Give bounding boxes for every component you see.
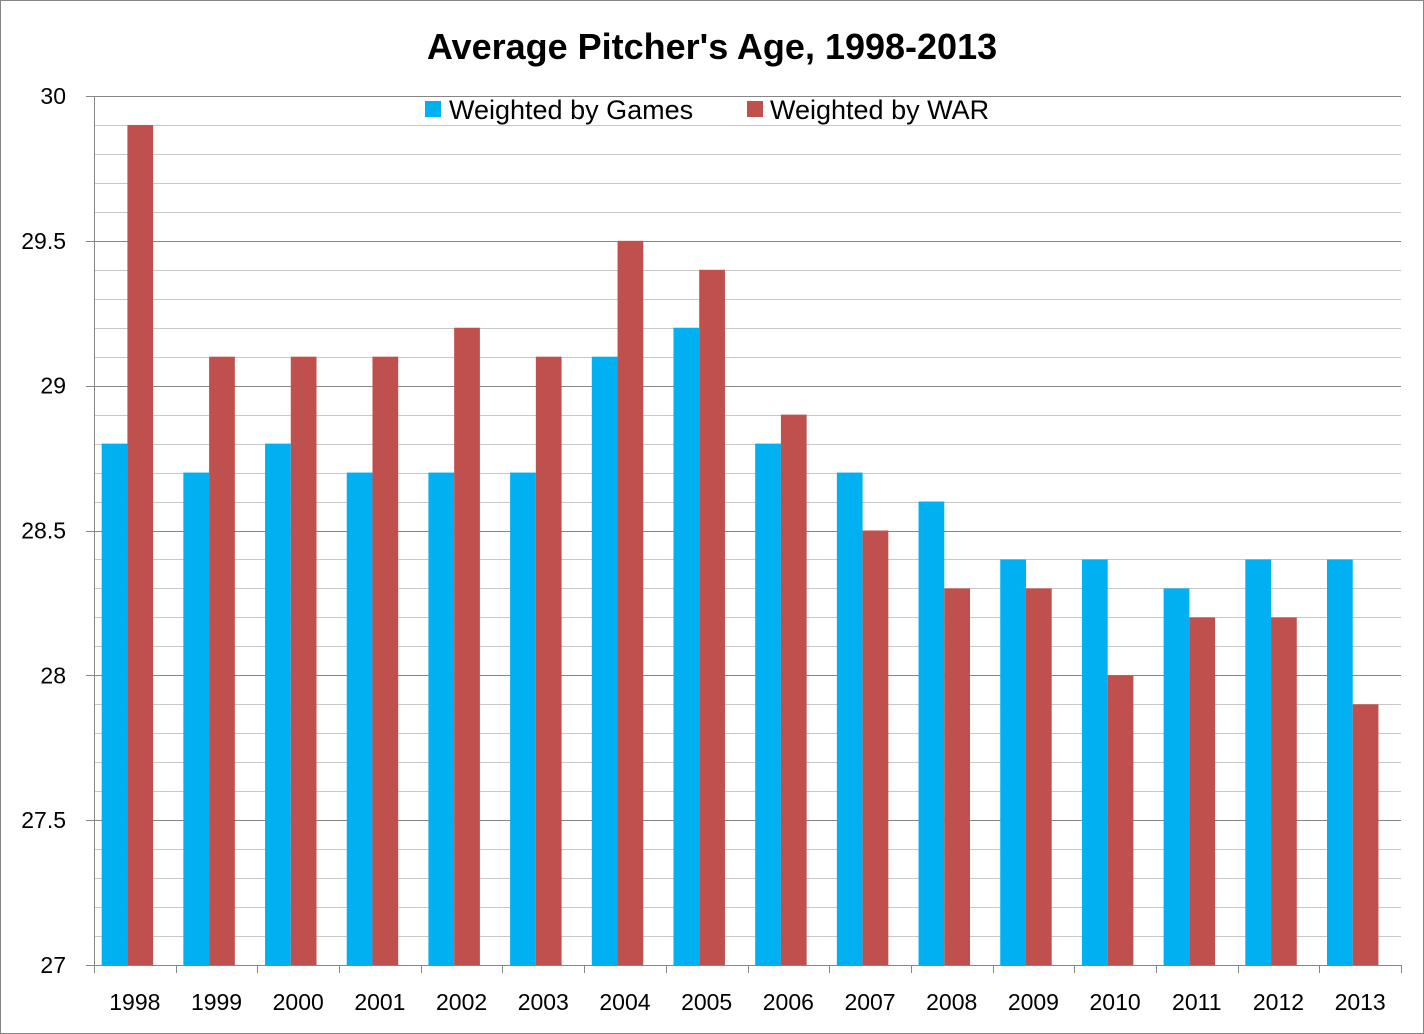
x-tick-label: 2007 [844, 989, 895, 1015]
y-tick-label: 27 [40, 952, 66, 978]
bar-games-2012 [1245, 559, 1272, 965]
bar-games-2007 [836, 472, 863, 965]
bar-games-2009 [1000, 559, 1026, 965]
x-tick-label: 1998 [109, 989, 160, 1015]
x-tick-label: 2012 [1253, 989, 1304, 1015]
bar-games-2013 [1326, 559, 1353, 965]
y-tick-label: 28.5 [21, 518, 66, 544]
bar-games-1999 [183, 472, 210, 965]
chart-title: Average Pitcher's Age, 1998-2013 [427, 26, 997, 67]
bar-games-2006 [755, 443, 781, 966]
legend-label-games: Weighted by Games [449, 95, 693, 125]
x-tick-label: 2002 [436, 989, 487, 1015]
legend-swatch-war [747, 101, 763, 117]
bar-games-2000 [265, 443, 291, 966]
y-tick-label: 27.5 [21, 807, 66, 833]
bar-war-2003 [535, 356, 562, 965]
bar-war-2010 [1107, 675, 1134, 965]
y-tick-label: 29 [40, 373, 66, 399]
bar-games-2005 [673, 327, 700, 966]
bar-games-2011 [1163, 588, 1190, 965]
x-tick-label: 2008 [926, 989, 977, 1015]
x-tick-label: 2011 [1172, 989, 1221, 1015]
axes: 27 27.5 28 28.5 29 29.5 30 1998 1999 2000 2001 2002… [21, 83, 1402, 1015]
x-tick-label: 1999 [191, 989, 242, 1015]
bar-war-2004 [617, 240, 644, 965]
bar-games-2010 [1081, 559, 1108, 965]
bar-games-1998 [101, 443, 128, 966]
legend: Weighted by Games Weighted by WAR [425, 95, 989, 125]
bar-war-2001 [372, 356, 399, 965]
bars [101, 124, 1379, 966]
bar-games-2008 [918, 501, 945, 965]
x-tick-label: 2009 [1008, 989, 1059, 1015]
y-tick-label: 29.5 [21, 228, 66, 254]
x-tick-label: 2010 [1090, 989, 1141, 1015]
bar-war-2000 [290, 356, 317, 965]
legend-swatch-games [425, 101, 441, 117]
bar-war-1998 [127, 124, 154, 966]
bar-war-2011 [1189, 617, 1216, 965]
bar-war-2005 [699, 269, 725, 965]
bar-games-2004 [591, 356, 618, 965]
bar-games-2003 [510, 472, 536, 965]
legend-label-war: Weighted by WAR [770, 95, 989, 125]
x-tick-label: 2006 [763, 989, 814, 1015]
x-tick-label: 2004 [599, 989, 650, 1015]
x-tick-label: 2000 [273, 989, 324, 1015]
bar-games-2002 [428, 472, 455, 965]
bar-war-2008 [944, 588, 971, 965]
bar-war-2002 [454, 327, 480, 966]
bar-war-2006 [780, 414, 807, 965]
bar-games-2001 [346, 472, 373, 965]
bar-war-1999 [209, 356, 235, 965]
y-tick-label: 28 [40, 662, 66, 688]
bar-war-2007 [862, 530, 889, 965]
x-tick-label: 2003 [518, 989, 569, 1015]
bar-war-2012 [1271, 617, 1297, 965]
y-tick-label: 30 [40, 83, 66, 109]
x-tick-label: 2005 [681, 989, 732, 1015]
bar-war-2009 [1025, 588, 1052, 965]
x-tick-label: 2001 [354, 989, 405, 1015]
bar-war-2013 [1352, 704, 1379, 965]
x-tick-label: 2013 [1335, 989, 1386, 1015]
